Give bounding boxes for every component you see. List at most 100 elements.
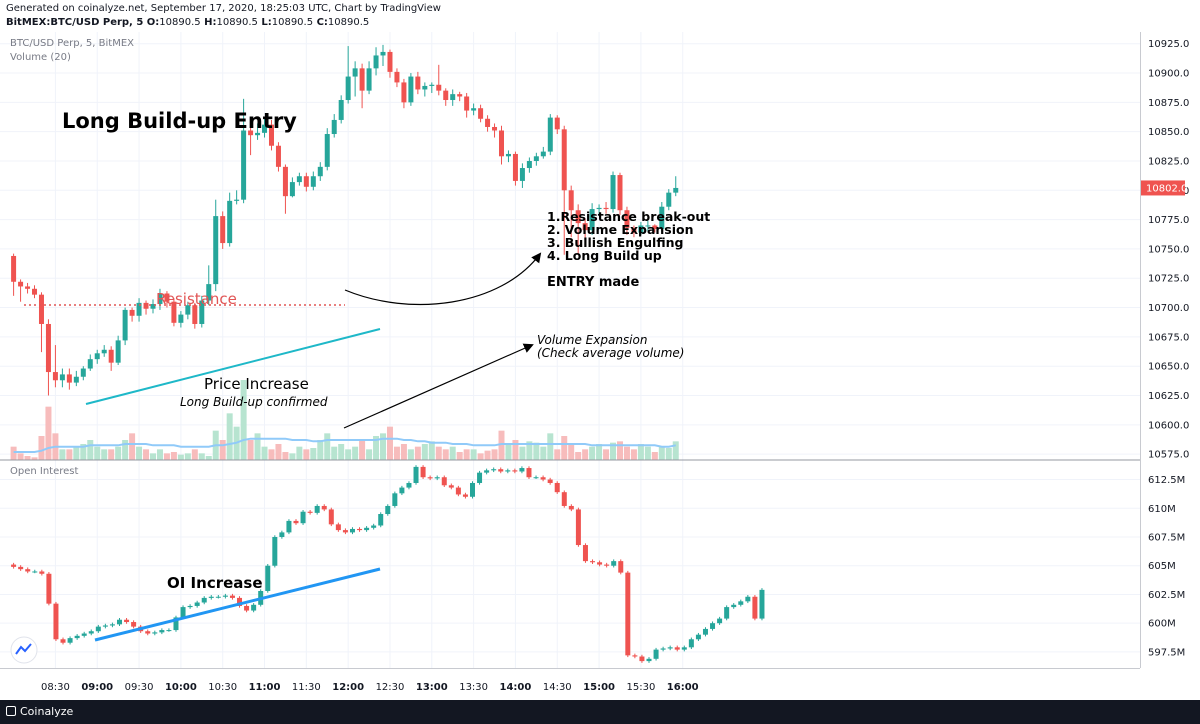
volume-bar	[352, 446, 359, 460]
volume-bar	[10, 446, 17, 460]
volume-bar	[240, 380, 247, 460]
oi-candle	[427, 475, 433, 481]
price-candle-body	[59, 374, 65, 381]
volume-bar	[303, 449, 310, 460]
close-value: 10890.5	[327, 17, 370, 28]
price-candle	[248, 124, 254, 156]
price-candle-body	[234, 199, 240, 201]
volume-bar	[665, 448, 672, 460]
oi-candle	[582, 543, 588, 563]
price-candle-body	[206, 284, 212, 301]
price-candle	[234, 190, 240, 205]
price-candle	[80, 366, 86, 381]
oi-candle-body	[314, 505, 320, 513]
volume-bar	[191, 449, 198, 460]
oi-candle-body	[724, 607, 730, 619]
chart-canvas[interactable]: 10925.010900.010875.010850.010825.010800…	[0, 32, 1200, 700]
oi-candle	[335, 522, 341, 532]
oi-candle-body	[46, 573, 52, 604]
price-candle-body	[401, 82, 407, 103]
volume-bar	[526, 441, 533, 460]
time-tick-label: 13:30	[459, 682, 488, 693]
oi-candle-body	[201, 597, 207, 603]
oi-candle	[611, 559, 617, 568]
volume-bar	[603, 449, 610, 460]
price-candle	[610, 171, 616, 213]
price-candle	[394, 68, 400, 88]
time-axis[interactable]: 08:30 09:00 09:30 10:00 10:30 11:00 11:30 12:00…	[41, 682, 699, 693]
price-candle-body	[526, 160, 532, 169]
oi-candle-body	[187, 605, 193, 608]
price-tick-label: 10575.0	[1148, 450, 1189, 461]
volume-bar	[136, 446, 143, 460]
price-candle	[666, 189, 672, 211]
oi-candle-body	[18, 566, 24, 570]
price-tick-label: 10600.0	[1148, 420, 1189, 431]
price-candle	[575, 204, 581, 255]
price-candle	[429, 82, 435, 93]
oi-candle	[681, 645, 687, 652]
tradingview-logo-icon[interactable]	[10, 636, 38, 664]
oi-candle-body	[152, 632, 158, 634]
price-candle	[478, 104, 484, 123]
oi-candle	[646, 657, 652, 663]
price-candle	[255, 123, 261, 140]
price-candle	[436, 64, 442, 96]
price-candle-body	[471, 108, 477, 111]
volume-bar	[435, 446, 442, 460]
price-candle	[450, 89, 456, 106]
oi-candle	[18, 565, 24, 571]
oi-candle-body	[385, 505, 391, 515]
price-candle-body	[533, 156, 539, 161]
oi-candle-body	[512, 470, 518, 472]
oi-candle	[208, 595, 214, 600]
price-candle	[275, 142, 281, 172]
volume-bar	[331, 446, 338, 460]
oi-tick-label: 605M	[1148, 561, 1176, 572]
volume-bar	[143, 449, 150, 460]
high-label: H:	[204, 17, 217, 28]
price-candle-body	[352, 68, 358, 77]
volume-bar	[651, 452, 658, 460]
volume-bar	[80, 444, 87, 460]
volume-bar	[393, 446, 400, 460]
price-candle	[366, 61, 372, 95]
oi-tick-label: 602.5M	[1148, 590, 1185, 601]
volume-bar	[380, 433, 387, 460]
oi-candle	[349, 527, 355, 535]
volume-bar	[400, 444, 407, 460]
oi-candle-body	[731, 604, 737, 608]
volume-ma-line	[13, 437, 676, 453]
oi-candle-body	[582, 545, 588, 562]
oi-candle	[639, 654, 645, 663]
oi-candle	[590, 559, 596, 564]
oi-candle-body	[53, 603, 59, 640]
price-candle-body	[275, 145, 281, 167]
oi-candle	[102, 623, 108, 629]
price-candle	[25, 282, 31, 294]
price-candle	[213, 199, 219, 292]
oi-candle-body	[32, 571, 38, 573]
price-candle	[561, 125, 567, 255]
oi-candle	[533, 475, 539, 479]
oi-candle-body	[625, 572, 631, 656]
oi-candle-body	[561, 492, 567, 506]
oi-candle-body	[74, 635, 80, 639]
price-candle	[492, 123, 498, 138]
price-candle	[129, 307, 135, 322]
price-candle	[526, 157, 532, 173]
price-candle-body	[108, 349, 114, 363]
price-candle	[338, 95, 344, 124]
price-candle	[505, 150, 511, 163]
price-tick-label: 10925.0	[1148, 39, 1189, 50]
volume-bar	[589, 446, 596, 460]
price-candle	[331, 114, 337, 138]
oi-candle-body	[681, 647, 687, 650]
oi-candle	[597, 560, 603, 567]
oi-axis[interactable]: 612.5M 610M 607.5M 605M 602.5M 600M 597.5M	[1148, 475, 1185, 658]
price-candle-body	[136, 302, 142, 316]
oi-candle	[702, 627, 708, 637]
price-axis[interactable]: 10925.010900.010875.010850.010825.010800…	[1148, 39, 1189, 460]
price-candle-body	[38, 294, 44, 324]
oi-candle-body	[145, 631, 151, 634]
